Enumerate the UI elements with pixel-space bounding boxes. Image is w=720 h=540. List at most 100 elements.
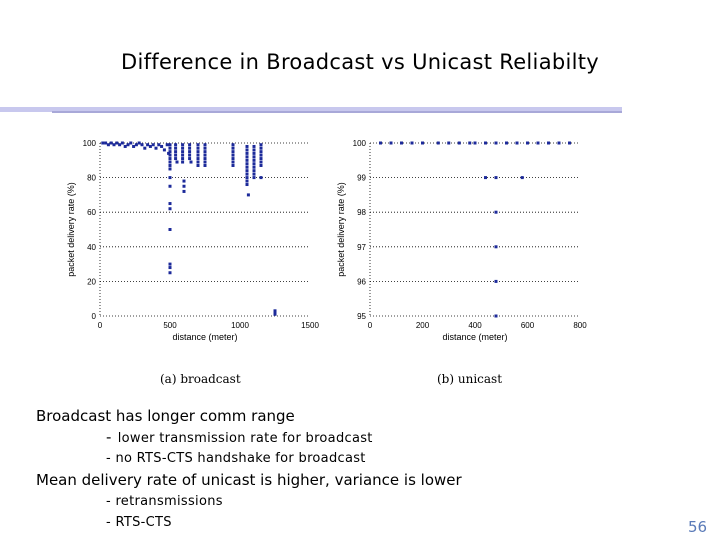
- data-point: [494, 141, 498, 145]
- data-point: [259, 146, 263, 150]
- data-point: [252, 165, 256, 169]
- y-axis-label: packet delivery rate (%): [336, 182, 346, 277]
- data-point: [231, 146, 235, 150]
- data-point: [203, 146, 207, 150]
- data-point: [168, 207, 172, 211]
- data-point: [118, 143, 122, 147]
- data-point: [245, 158, 249, 162]
- data-point: [252, 162, 256, 166]
- data-point: [410, 141, 414, 145]
- data-point: [400, 141, 403, 145]
- data-point: [196, 153, 200, 157]
- data-point: [168, 153, 172, 157]
- data-point: [245, 148, 249, 152]
- x-tick-label: 0: [368, 321, 373, 330]
- y-tick-label: 99: [357, 174, 366, 183]
- sub-bullet-dash: -: [106, 451, 111, 466]
- data-point: [252, 158, 256, 162]
- data-point: [196, 146, 200, 150]
- data-point: [447, 141, 451, 145]
- x-tick-label: 400: [468, 321, 482, 330]
- data-point: [484, 141, 487, 145]
- data-point: [231, 153, 235, 157]
- data-point: [196, 160, 200, 164]
- data-point: [168, 157, 172, 161]
- data-point: [252, 169, 256, 173]
- data-point: [160, 144, 164, 148]
- data-point: [436, 141, 440, 145]
- data-point: [231, 163, 235, 167]
- broadcast-caption: (a) broadcast: [160, 372, 241, 386]
- data-point: [252, 155, 256, 159]
- y-tick-label: 60: [87, 208, 96, 217]
- data-point: [273, 312, 277, 316]
- data-point: [182, 184, 186, 188]
- data-point: [181, 143, 185, 147]
- data-point: [273, 311, 277, 315]
- data-point: [189, 160, 193, 164]
- data-point: [494, 279, 498, 283]
- data-point: [168, 266, 172, 270]
- data-point: [168, 146, 172, 150]
- unicast-caption: (b) unicast: [437, 372, 503, 386]
- data-point: [168, 176, 172, 180]
- title-underline: [0, 107, 622, 112]
- data-point: [245, 179, 249, 183]
- data-point: [174, 150, 178, 154]
- data-point: [129, 141, 133, 145]
- data-point: [174, 157, 178, 161]
- x-tick-label: 0: [98, 321, 103, 330]
- data-point: [174, 146, 178, 150]
- data-point: [168, 167, 172, 171]
- y-tick-label: 96: [357, 277, 366, 286]
- data-point: [168, 228, 172, 231]
- data-point: [259, 176, 263, 180]
- y-tick-label: 100: [353, 139, 367, 148]
- data-point: [547, 141, 550, 145]
- data-point: [203, 150, 207, 154]
- data-point: [181, 157, 185, 161]
- data-point: [174, 153, 178, 157]
- data-point: [494, 245, 498, 249]
- data-point: [162, 148, 166, 152]
- data-point: [188, 146, 192, 150]
- data-point: [168, 160, 172, 164]
- y-tick-label: 95: [357, 312, 366, 321]
- sub-bullet-text: RTS-CTS: [115, 515, 172, 530]
- data-point: [515, 141, 519, 145]
- data-point: [259, 163, 263, 167]
- data-point: [259, 160, 263, 164]
- data-point: [568, 141, 571, 145]
- data-point: [245, 172, 249, 176]
- data-point: [505, 141, 508, 145]
- data-point: [196, 163, 200, 167]
- y-axis-label: packet delivery rate (%): [66, 182, 76, 277]
- data-point: [259, 143, 263, 147]
- title-underline-accent: [52, 111, 622, 113]
- x-axis-label: distance (meter): [172, 332, 237, 342]
- data-point: [536, 141, 540, 145]
- data-point: [132, 144, 136, 148]
- sub-bullet-dash: -: [106, 428, 112, 446]
- data-point: [181, 153, 185, 157]
- data-point: [526, 141, 529, 145]
- y-tick-label: 0: [92, 312, 97, 321]
- sub-bullet-dash: -: [106, 494, 111, 509]
- sub-bullet-dash: -: [106, 515, 111, 530]
- bullet-text: Mean delivery rate of unicast is higher,…: [36, 471, 462, 489]
- y-tick-label: 98: [357, 208, 366, 217]
- sub-bullet: - lower transmission rate for broadcast: [106, 427, 656, 448]
- data-point: [246, 193, 250, 197]
- data-point: [252, 172, 256, 176]
- data-point: [106, 143, 110, 147]
- data-point: [484, 176, 487, 180]
- x-tick-label: 1500: [301, 321, 319, 330]
- sub-bullet-text: retransmissions: [115, 494, 223, 509]
- unicast-chart: 95 96 97 98 99 100 0 200 400 600 800 distance (mete…: [336, 139, 587, 342]
- data-point: [252, 176, 256, 180]
- data-point: [168, 262, 172, 266]
- sub-bullet: - RTS-CTS: [106, 512, 656, 533]
- x-tick-label: 500: [163, 321, 177, 330]
- data-point: [188, 143, 192, 147]
- data-point: [168, 163, 172, 167]
